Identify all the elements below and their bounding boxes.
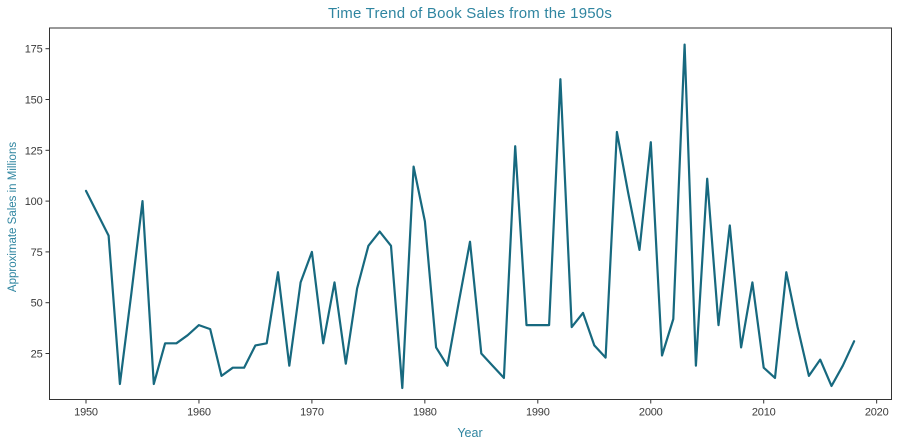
y-tick-label: 75 [31, 247, 43, 259]
y-tick-label: 150 [25, 95, 43, 107]
x-axis-label: Year [457, 426, 483, 440]
plot-frame [49, 27, 892, 400]
x-tick-label: 1970 [300, 407, 324, 419]
chart-title: Time Trend of Book Sales from the 1950s [327, 5, 613, 22]
y-axis-label: Approximate Sales in Millions [7, 141, 19, 293]
x-tick-label: 2000 [639, 407, 663, 419]
y-tick-label: 100 [25, 196, 43, 208]
x-tick-label: 1960 [187, 407, 211, 419]
y-tick-label: 125 [25, 145, 43, 157]
x-tick-label: 1950 [74, 407, 98, 419]
x-tick-label: 2020 [865, 407, 889, 419]
x-tick-label: 2010 [752, 407, 776, 419]
x-tick-label: 1980 [413, 407, 437, 419]
y-tick-label: 25 [31, 349, 43, 361]
series-line [84, 43, 856, 390]
y-tick-label: 175 [25, 44, 43, 56]
x-tick-label: 1990 [526, 407, 550, 419]
y-tick-label: 50 [31, 298, 43, 310]
